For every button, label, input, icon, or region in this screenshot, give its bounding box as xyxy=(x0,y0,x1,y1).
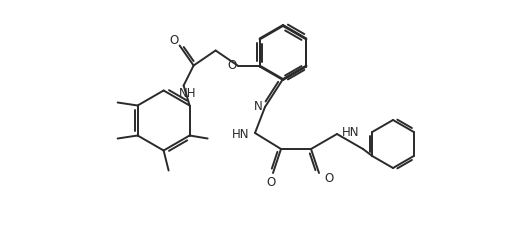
Text: HN: HN xyxy=(342,125,360,139)
Text: HN: HN xyxy=(232,129,250,142)
Text: O: O xyxy=(227,59,236,72)
Text: O: O xyxy=(169,34,178,47)
Text: O: O xyxy=(266,175,276,188)
Text: N: N xyxy=(254,101,262,113)
Text: NH: NH xyxy=(179,87,196,100)
Text: O: O xyxy=(325,172,333,184)
